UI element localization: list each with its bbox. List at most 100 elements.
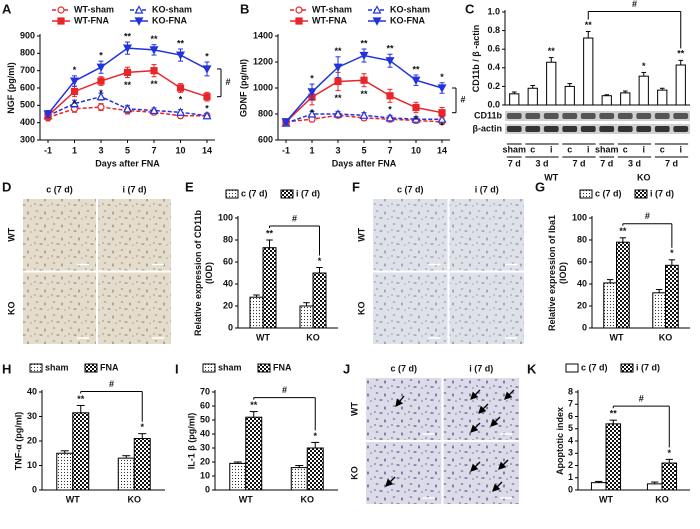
micrograph [448, 271, 525, 345]
legend-label: WT-sham [312, 4, 352, 14]
group-label: WT [544, 172, 558, 182]
blot-band [636, 113, 652, 119]
legend-label: FNA [273, 362, 292, 372]
significance: * [642, 61, 646, 71]
y-tick-label: 7 [568, 399, 573, 409]
legend-swatch [202, 363, 216, 373]
legend-label: sham [218, 362, 242, 372]
y-axis-label: NGF (pg/ml) [6, 62, 16, 114]
marker [70, 87, 79, 96]
lane-label: sham [502, 144, 526, 154]
y-tick-label: 800 [258, 108, 273, 118]
significance: ** [334, 46, 342, 56]
marker [360, 76, 368, 84]
legend-label: KO-sham [152, 4, 192, 14]
column-label: c (7 d) [397, 184, 424, 194]
significance: * [670, 248, 674, 258]
marker [281, 118, 291, 127]
y-tick-label: 0.6 [487, 44, 500, 54]
column-label: i (7 d) [475, 184, 499, 194]
y-tick-label: 60 [223, 256, 233, 266]
row-label: KO [6, 302, 16, 316]
bar [299, 305, 314, 329]
panel-label: F [352, 179, 360, 194]
significance: ** [610, 409, 618, 419]
significance: ** [386, 44, 394, 54]
marker [307, 88, 317, 97]
arrow [470, 422, 481, 433]
y-tick-label: 1000 [253, 82, 273, 92]
marker [97, 77, 105, 85]
blot-band-label: CD11b [474, 110, 503, 120]
x-tick-label: -1 [282, 145, 290, 155]
bar [306, 447, 324, 491]
bar [661, 462, 678, 491]
significance: * [73, 99, 77, 109]
x-tick-label: WT [66, 494, 80, 504]
blot-band-label: β-actin [473, 123, 503, 133]
legend-label: c (7 d) [241, 188, 268, 198]
x-axis-label: Days after FNA [95, 158, 160, 168]
row-label: WT [6, 227, 16, 241]
y-tick-label: 40 [200, 428, 210, 438]
blot-band [673, 113, 689, 119]
y-tick-label: 0 [582, 322, 587, 332]
marker [150, 67, 158, 75]
x-tick-label: 14 [437, 145, 447, 155]
y-tick-label: 0 [228, 322, 233, 332]
legend-label: sham [45, 362, 69, 372]
significance: * [310, 73, 314, 83]
x-tick-label: WT [239, 494, 253, 504]
significance: * [440, 120, 444, 130]
y-tick-label: 1400 [253, 30, 273, 40]
significance: ** [360, 38, 368, 48]
marker [359, 110, 369, 119]
bar [56, 452, 74, 491]
y-tick-label: 8 [568, 386, 573, 396]
significance: * [668, 448, 672, 458]
y-tick-label: 80 [577, 234, 587, 244]
marker [69, 77, 80, 86]
blot-band [617, 113, 633, 119]
arrow [498, 459, 509, 470]
arrow [470, 389, 481, 400]
y-tick-label: 30 [200, 442, 210, 452]
panel-label: D [2, 179, 11, 194]
blot-band [599, 113, 615, 119]
micrograph [442, 441, 520, 505]
blot-band [543, 126, 559, 132]
micrograph [22, 271, 97, 345]
y-axis-label: (IOD) [204, 262, 214, 284]
marker [438, 109, 446, 117]
bar [546, 61, 557, 106]
x-tick-label: KO [128, 494, 142, 504]
marker [123, 68, 132, 77]
significance: ** [177, 38, 185, 48]
y-axis-label: IL-1 β (pg/ml) [186, 413, 196, 470]
time-label: 7 d [572, 158, 585, 168]
marker [437, 114, 447, 123]
legend-swatch [634, 189, 648, 199]
lane-label: i [679, 144, 682, 154]
x-tick-label: 14 [202, 145, 212, 155]
marker [175, 51, 186, 60]
y-tick-label: 1.0 [487, 6, 500, 16]
blot-band [599, 126, 615, 132]
x-tick-label: 5 [361, 145, 366, 155]
x-tick-label: KO [655, 494, 669, 504]
marker [69, 98, 80, 108]
marker [307, 109, 317, 118]
panel-label: G [535, 179, 545, 194]
lane-label: c [567, 144, 572, 154]
blot-band [543, 113, 559, 119]
blot-band [525, 126, 541, 132]
significance: ** [360, 89, 368, 99]
bar [117, 457, 135, 491]
marker [359, 51, 369, 61]
micrograph [97, 198, 172, 272]
blot-strip [505, 124, 690, 134]
significance: ** [150, 34, 158, 44]
bar [620, 92, 631, 106]
y-tick-label: 0 [205, 484, 210, 494]
